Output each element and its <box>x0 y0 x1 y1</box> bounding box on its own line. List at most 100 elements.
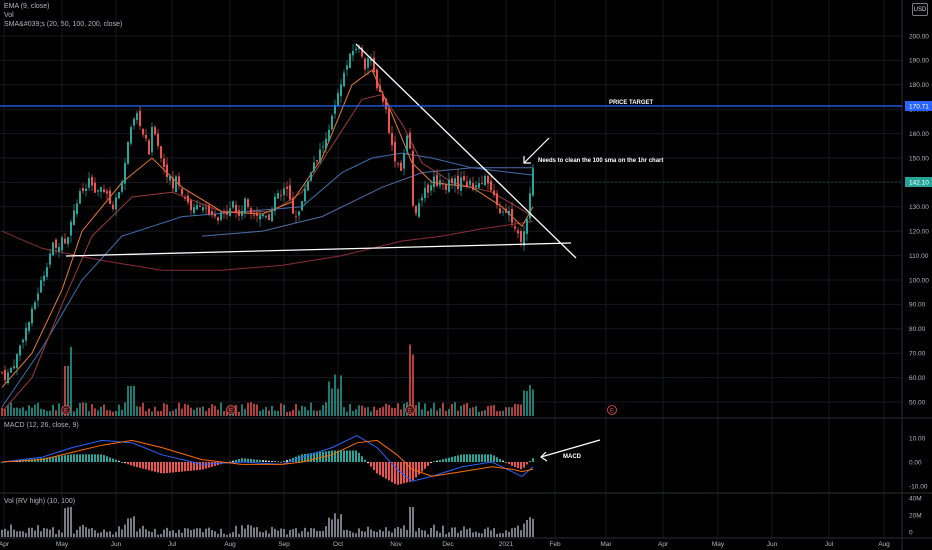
rv-bar <box>271 526 273 537</box>
volume-bar <box>430 408 432 416</box>
rv-bar <box>532 518 534 537</box>
candle-body <box>490 180 492 191</box>
candle-body <box>16 354 18 368</box>
rv-bar <box>133 516 135 537</box>
macd-histogram-bar <box>376 462 378 474</box>
rv-legend[interactable]: Vol (RV high) (10, 100) <box>4 498 76 505</box>
macd-histogram-bar <box>142 462 144 469</box>
macd-line <box>1 435 534 482</box>
volume-bar <box>421 409 423 416</box>
earnings-e-glyph: E <box>408 408 412 414</box>
volume-bar <box>97 410 99 416</box>
macd-histogram-bar <box>265 460 267 462</box>
candle-body <box>448 179 450 192</box>
macd-histogram-bar <box>352 450 354 462</box>
macd-histogram-bar <box>319 452 321 462</box>
macd-histogram-bar <box>232 460 234 462</box>
earnings-e-icon[interactable] <box>61 405 71 415</box>
sma-legend[interactable]: SMA&#039;s (20, 50, 100, 200, close) <box>4 21 123 28</box>
volume-bar <box>274 410 276 416</box>
volume-bar <box>322 405 324 416</box>
macd-histogram-bar <box>154 462 156 472</box>
rv-bar <box>526 519 528 537</box>
macd-histogram-bar <box>208 462 210 468</box>
candle-body <box>241 210 243 216</box>
candle-body <box>52 242 54 256</box>
rv-bar <box>379 529 381 537</box>
earnings-e-icon[interactable] <box>226 405 236 415</box>
volume-bar <box>148 408 150 416</box>
candle-body <box>412 150 414 206</box>
time-tick-label: Nov <box>390 541 402 548</box>
volume-bar <box>508 407 510 416</box>
volume-bar <box>82 402 84 416</box>
rv-bar <box>97 532 99 537</box>
candle-body <box>199 205 201 207</box>
vol-legend[interactable]: Vol <box>4 12 14 19</box>
currency-badge[interactable]: USD <box>912 3 928 16</box>
earnings-e-icon[interactable] <box>405 405 415 415</box>
candle-body <box>250 208 252 214</box>
volume-bar <box>226 411 228 416</box>
macd-histogram-bar <box>502 460 504 462</box>
ema-legend[interactable]: EMA (9, close) <box>4 3 50 10</box>
rv-bar <box>82 524 84 537</box>
macd-histogram-bar <box>181 462 183 472</box>
candle-body <box>19 345 21 356</box>
candle-body <box>502 211 504 213</box>
rv-bar <box>352 532 354 537</box>
support-trendline[interactable] <box>65 242 572 257</box>
candle-body <box>367 58 369 68</box>
volume-bar <box>397 403 399 416</box>
volume-bar <box>157 411 159 416</box>
rv-bar <box>517 525 519 537</box>
time-tick-label: May <box>56 541 69 548</box>
candle-body <box>238 210 240 216</box>
rv-bar <box>16 531 18 537</box>
volume-bar <box>376 410 378 416</box>
macd-histogram-bar <box>364 459 366 462</box>
rv-bar <box>73 533 75 537</box>
macd-histogram-bar <box>406 462 408 483</box>
candle-body <box>217 217 219 221</box>
macd-histogram-bar <box>286 460 288 462</box>
macd-histogram-bar <box>73 454 75 462</box>
volume-bar <box>163 403 165 416</box>
macd-histogram-bar <box>49 457 51 462</box>
macd-histogram-bar <box>115 459 117 462</box>
rv-bar <box>274 528 276 537</box>
volume-bar <box>16 407 18 416</box>
arrow-icon <box>540 439 601 462</box>
macd-legend[interactable]: MACD (12, 26, close, 9) <box>4 422 79 429</box>
macd-histogram-bar <box>145 462 147 470</box>
resistance-trendline[interactable] <box>355 43 577 259</box>
volume-bar <box>514 404 516 416</box>
macd-histogram-bar <box>427 462 429 466</box>
macd-histogram-bar <box>160 462 162 474</box>
earnings-e-icon[interactable] <box>607 405 617 415</box>
macd-histogram-bar <box>475 454 477 462</box>
rv-bar <box>307 531 309 537</box>
candle-body <box>82 188 84 191</box>
candle-body <box>463 176 465 181</box>
rv-bar <box>433 524 435 537</box>
volume-bar <box>184 403 186 416</box>
volume-bar <box>73 411 75 416</box>
rv-bar <box>253 527 255 537</box>
volume-bar <box>295 403 297 416</box>
rv-bar <box>367 526 369 537</box>
volume-bar <box>25 410 27 416</box>
volume-bar <box>370 411 372 416</box>
macd-histogram-bar <box>391 462 393 483</box>
rv-bar <box>520 530 522 537</box>
time-tick-label: Dec <box>442 541 454 548</box>
price-tick-label: 110.00 <box>909 253 929 260</box>
rv-bar <box>319 531 321 537</box>
candle-body <box>118 192 120 199</box>
macd-histogram-bar <box>508 462 510 465</box>
macd-histogram-bar <box>313 452 315 462</box>
time-axis[interactable]: Apr May Jun Jul Aug Sep Oct Nov Dec 2021 Feb Mar Apr… <box>0 541 890 548</box>
rv-bar <box>202 532 204 537</box>
